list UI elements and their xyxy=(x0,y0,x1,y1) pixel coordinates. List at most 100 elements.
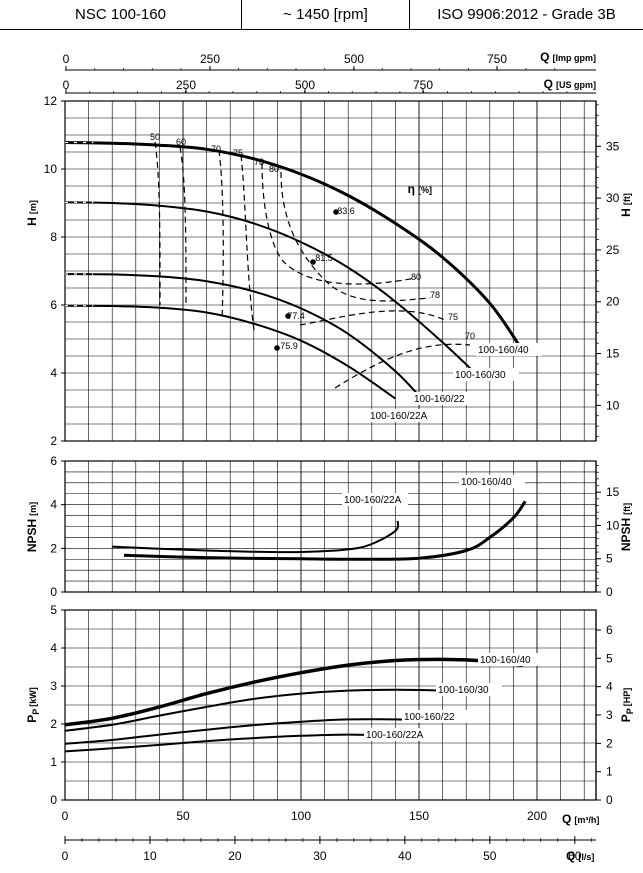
power-curve-100-160-22 xyxy=(64,718,427,745)
power-y2-axis-label: PP[HP] xyxy=(619,688,635,723)
top-us-axis-label: Q [US gpm] xyxy=(544,77,596,91)
power-y-tick-label: 1 xyxy=(50,755,57,769)
efficiency-iso-curve xyxy=(334,343,471,389)
top-imp-tick-label: 0 xyxy=(63,52,70,66)
head-curve-100-160-30 xyxy=(64,201,482,379)
bottom-m3h-tick-label: 0 xyxy=(62,809,69,823)
efficiency-label: 70 xyxy=(465,331,475,341)
npsh-curve-label: 100-160/22A xyxy=(344,495,402,506)
bottom-m3h-tick-label: 200 xyxy=(527,809,547,823)
npsh-curve-100-160-40 xyxy=(123,500,527,561)
top-us-tick-label: 0 xyxy=(63,78,70,92)
top-us-tick-label: 500 xyxy=(295,78,315,92)
efficiency-label: 80 xyxy=(411,272,421,282)
bottom-ls-tick-label: 10 xyxy=(143,849,157,863)
bottom-ls-tick-label: 0 xyxy=(62,849,69,863)
power-y2-tick-label: 0 xyxy=(606,793,613,807)
head-y2-axis-label: H[ft] xyxy=(619,193,633,217)
npsh-y2-tick-label: 5 xyxy=(606,552,613,566)
head-y2-tick-label: 35 xyxy=(606,139,620,153)
head-curve-100-160-22 xyxy=(64,273,427,405)
head-y-tick-label: 6 xyxy=(50,298,57,312)
efficiency-label: 70 xyxy=(211,144,221,154)
power-curve-label: 100-160/40 xyxy=(480,655,531,666)
npsh-y-tick-label: 2 xyxy=(50,541,57,555)
power-grid xyxy=(64,609,597,801)
top-imp-tick-label: 500 xyxy=(344,52,364,66)
power-y2-tick-label: 6 xyxy=(606,623,613,637)
npsh-y2-axis-label: NPSH[ft] xyxy=(619,503,633,551)
efficiency-label: 77.4 xyxy=(287,311,305,321)
npsh-y2-tick-label: 15 xyxy=(606,485,620,499)
pump-model: NSC 100-160 xyxy=(0,0,242,30)
efficiency-label: 75.9 xyxy=(280,341,298,351)
efficiency-label: 81.5 xyxy=(315,253,333,263)
bottom-ls-axis-label: Q [l/s] xyxy=(566,849,594,863)
efficiency-label: 78 xyxy=(254,157,264,167)
head-grid xyxy=(64,100,597,442)
head-y-tick-label: 10 xyxy=(44,162,58,176)
npsh-y-tick-label: 6 xyxy=(50,454,57,468)
power-y-tick-label: 5 xyxy=(50,603,57,617)
efficiency-label: 78 xyxy=(430,290,440,300)
npsh-y-tick-label: 0 xyxy=(50,585,57,599)
efficiency-label: 75 xyxy=(448,312,458,322)
head-y-tick-label: 2 xyxy=(50,434,57,448)
bep-dot xyxy=(274,345,280,351)
head-curve-label-bg xyxy=(412,392,478,405)
head-curve-label: 100-160/22 xyxy=(414,394,465,405)
bottom-m3h-axis-label: Q [m³/h] xyxy=(562,812,599,826)
power-y-tick-label: 4 xyxy=(50,641,57,655)
power-curve-label: 100-160/22 xyxy=(404,712,455,723)
bottom-m3h-tick-label: 50 xyxy=(176,809,190,823)
bep-dot xyxy=(333,209,339,215)
head-curve-100-160-40 xyxy=(64,141,525,352)
power-curve-label-bg xyxy=(402,710,468,723)
bep-dot xyxy=(310,259,316,265)
power-curve-label-bg xyxy=(478,653,544,666)
npsh-curve-label-bg xyxy=(342,493,408,506)
efficiency-label: 80 xyxy=(269,164,279,174)
bottom-m3h-tick-label: 100 xyxy=(291,809,311,823)
head-y-axis-label: H[m] xyxy=(25,200,39,226)
head-curve-label: 100-160/22A xyxy=(370,411,428,422)
power-y-tick-label: 2 xyxy=(50,717,57,731)
head-curve-label-bg xyxy=(453,368,519,381)
power-curve-100-160-40 xyxy=(64,657,523,727)
npsh-y-tick-label: 4 xyxy=(50,498,57,512)
power-curve-100-160-22a xyxy=(64,733,396,753)
bottom-ls-tick-label: 20 xyxy=(228,849,242,863)
efficiency-iso-curve xyxy=(154,141,161,306)
efficiency-iso-curve xyxy=(299,310,446,326)
bottom-ls-tick-label: 50 xyxy=(483,849,497,863)
efficiency-axis-label: η [%] xyxy=(408,182,432,196)
head-y2-tick-label: 20 xyxy=(606,295,620,309)
npsh-curve-label: 100-160/40 xyxy=(461,477,512,488)
header-bar: NSC 100-160 ~ 1450 [rpm] ISO 9906:2012 -… xyxy=(0,0,643,30)
head-y2-tick-label: 30 xyxy=(606,191,620,205)
bep-dot xyxy=(285,313,291,319)
top-us-tick-label: 750 xyxy=(413,78,433,92)
pump-speed: ~ 1450 [rpm] xyxy=(242,0,410,30)
power-curve-label: 100-160/30 xyxy=(438,685,489,696)
head-curve-label: 100-160/30 xyxy=(455,370,506,381)
efficiency-iso-curve xyxy=(240,154,255,331)
bottom-m3h-tick-label: 150 xyxy=(409,809,429,823)
head-curve-label-bg xyxy=(476,343,542,356)
top-imp-tick-label: 750 xyxy=(487,52,507,66)
head-y-tick-label: 8 xyxy=(50,230,57,244)
power-y-axis-label: PP[kW] xyxy=(25,687,41,723)
npsh-y-axis-label: NPSH[m] xyxy=(25,502,39,552)
bottom-ls-tick-label: 60 xyxy=(568,849,582,863)
npsh-curve-100-160-22a xyxy=(112,520,400,554)
power-y-tick-label: 3 xyxy=(50,679,57,693)
efficiency-label: 50 xyxy=(150,132,160,142)
efficiency-iso-curve xyxy=(218,149,224,321)
power-curve-label: 100-160/22A xyxy=(366,730,424,741)
test-standard: ISO 9906:2012 - Grade 3B xyxy=(410,0,643,30)
head-curve-label: 100-160/40 xyxy=(478,345,529,356)
head-curve-label-bg xyxy=(368,409,434,422)
power-y2-tick-label: 1 xyxy=(606,765,613,779)
npsh-curve-label-bg xyxy=(459,475,525,488)
top-imp-tick-label: 250 xyxy=(200,52,220,66)
